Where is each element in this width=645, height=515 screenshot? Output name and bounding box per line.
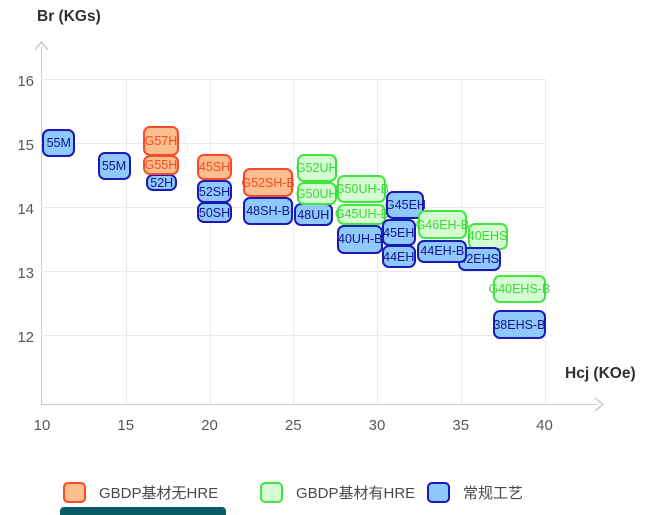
point-G50UH[interactable]: G50UH <box>296 182 338 206</box>
x-tick-label: 15 <box>117 417 135 434</box>
v-gridline <box>544 79 546 404</box>
point-52SH[interactable]: 52SH <box>197 180 233 204</box>
x-tick-label: 40 <box>536 417 553 434</box>
point-G45UH-B[interactable]: G45UH-B <box>335 203 389 225</box>
x-tick-label: 25 <box>284 417 302 434</box>
y-tick-label: 13 <box>17 265 34 282</box>
x-axis-arrow-icon <box>594 397 605 412</box>
point-44EH[interactable]: 44EH <box>381 245 416 269</box>
h-gridline <box>41 271 545 272</box>
point-G46EH-B[interactable]: G46EH-B <box>416 210 469 240</box>
x-tick-label: 10 <box>33 417 51 434</box>
point-40UH-B[interactable]: 40UH-B <box>337 224 384 254</box>
v-gridline <box>209 79 211 404</box>
point-48SH-B[interactable]: 48SH-B <box>243 197 294 226</box>
point-G40EHS-B[interactable]: G40EHS-B <box>488 274 550 303</box>
v-gridline <box>293 79 295 404</box>
legend-item-gbdp-no-hre[interactable]: GBDP基材无HRE <box>63 480 218 504</box>
point-45EH[interactable]: 45EH <box>381 219 416 247</box>
point-45SH[interactable]: 45SH <box>197 153 233 180</box>
point-50SH[interactable]: 50SH <box>197 202 233 224</box>
point-G50UH-B[interactable]: G50UH-B <box>335 175 389 204</box>
x-tick-label: 20 <box>201 417 218 434</box>
h-gridline <box>41 79 545 80</box>
legend-swatch-orange <box>63 481 86 503</box>
point-G52UH[interactable]: G52UH <box>296 153 338 182</box>
h-gridline <box>41 335 545 336</box>
legend: GBDP基材无HRE GBDP基材有HRE 常规工艺 <box>0 470 645 515</box>
y-axis-arrow-icon <box>34 40 49 51</box>
y-tick-label: 12 <box>17 329 34 346</box>
x-tick-label: 35 <box>452 417 470 434</box>
legend-swatch-blue <box>427 481 450 503</box>
x-tick-label: 30 <box>368 417 386 434</box>
legend-swatch-green <box>260 481 283 503</box>
point-38EHS-B[interactable]: 38EHS-B <box>492 310 546 340</box>
point-48UH[interactable]: 48UH <box>293 203 333 227</box>
x-axis-line <box>41 404 597 405</box>
legend-item-conventional[interactable]: 常规工艺 <box>427 480 523 504</box>
y-tick-label: 14 <box>17 201 34 218</box>
legend-label: GBDP基材有HRE <box>296 484 416 502</box>
point-55M[interactable]: 55M <box>97 152 131 181</box>
v-gridline <box>125 79 127 404</box>
legend-item-gbdp-with-hre[interactable]: GBDP基材有HRE <box>260 480 415 504</box>
x-axis-title: Hcj (KOe) <box>565 365 636 382</box>
y-axis-title: Br (KGs) <box>37 8 101 25</box>
point-44EH-B[interactable]: 44EH-B <box>417 239 468 263</box>
y-axis-line <box>41 46 42 404</box>
clipped-footer-element <box>60 507 226 515</box>
y-tick-label: 15 <box>17 137 34 154</box>
y-tick-label: 16 <box>17 73 34 90</box>
point-55M[interactable]: 55M <box>42 129 76 157</box>
point-52H[interactable]: 52H <box>146 174 178 192</box>
point-G55H[interactable]: G55H <box>142 154 179 175</box>
point-40EHS[interactable]: 40EHS <box>467 222 508 250</box>
h-gridline <box>41 143 545 144</box>
point-G52SH-B[interactable]: G52SH-B <box>241 168 295 198</box>
legend-label: GBDP基材无HRE <box>99 484 219 502</box>
point-G57H[interactable]: G57H <box>142 126 179 157</box>
legend-label: 常规工艺 <box>463 484 524 502</box>
